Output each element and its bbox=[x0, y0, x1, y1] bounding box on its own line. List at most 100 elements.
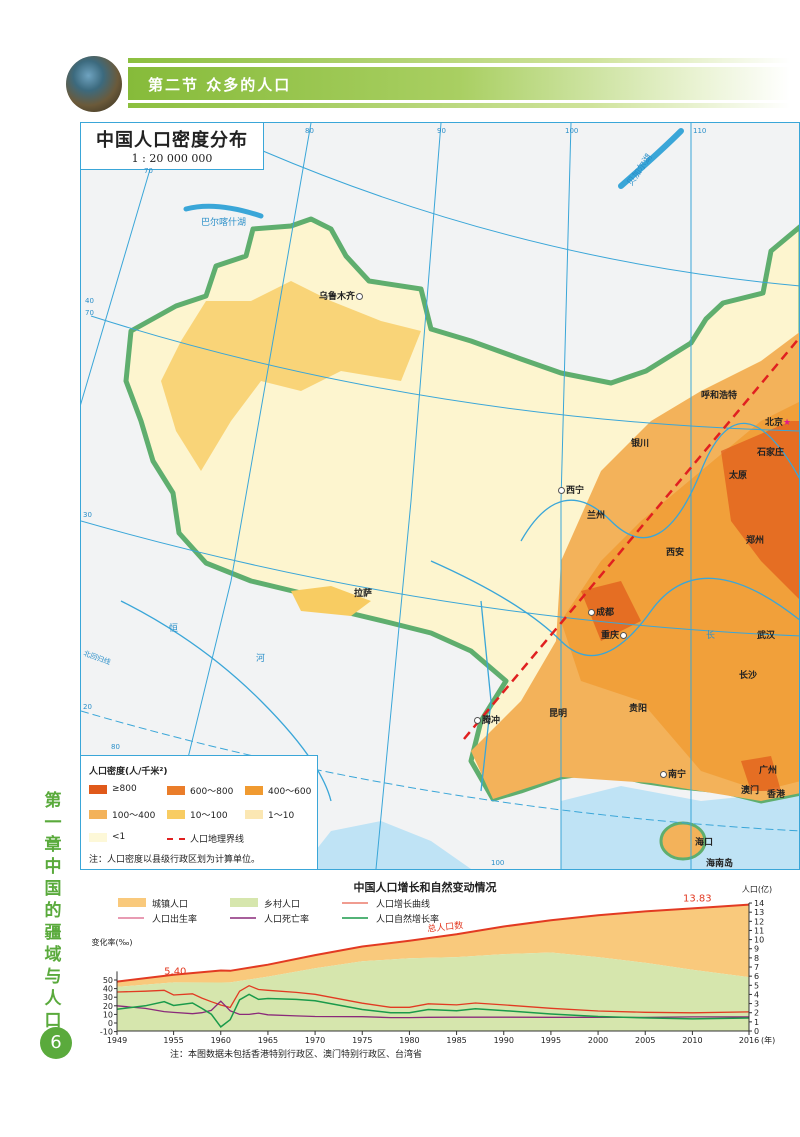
page-number: 6 bbox=[40, 1027, 72, 1059]
right-y-tick-label: 6 bbox=[754, 972, 759, 981]
death-rate-line bbox=[116, 1000, 749, 1019]
start-value-label: 5.40 bbox=[164, 967, 186, 978]
x-tick-label: 1990 bbox=[494, 1036, 514, 1045]
total-population-annotation: 总人口数 bbox=[427, 919, 464, 935]
x-tick-label: 1985 bbox=[446, 1036, 466, 1045]
grid-label: 80 bbox=[305, 127, 314, 135]
right-y-tick-label: 2 bbox=[754, 1009, 759, 1018]
chart-title: 中国人口增长和自然变动情况 bbox=[354, 880, 497, 894]
city-label: 西宁 bbox=[557, 483, 584, 496]
grid-label: 70 bbox=[144, 167, 153, 175]
right-y-tick-label: 3 bbox=[754, 1000, 759, 1009]
right-y-tick-label: 7 bbox=[754, 963, 759, 972]
xinjiang-density bbox=[161, 281, 421, 471]
city-label: 香港 bbox=[767, 790, 786, 800]
x-tick-label: 1975 bbox=[352, 1036, 372, 1045]
map-title: 中国人口密度分布 bbox=[96, 130, 248, 151]
grid-label: 70 bbox=[85, 309, 94, 317]
map-scale: 1 : 20 000 000 bbox=[131, 152, 213, 165]
city-label: 拉萨 bbox=[354, 589, 373, 599]
legend-label: 人口死亡率 bbox=[264, 913, 309, 925]
right-y-tick-label: 13 bbox=[754, 908, 764, 917]
legend-swatch bbox=[167, 810, 185, 819]
x-tick-label: 2010 bbox=[682, 1036, 702, 1045]
population-chart: 1949 1955 1960 1965 1970 1975 1980 1985 1990 1995… bbox=[92, 880, 776, 1060]
legend-item: <1 bbox=[89, 832, 125, 842]
left-y-tick-label: 0 bbox=[108, 1019, 113, 1028]
city-label: 太原 bbox=[729, 471, 748, 481]
legend-swatch bbox=[89, 832, 107, 842]
legend-swatch-urban bbox=[118, 898, 146, 907]
grid-label: 100 bbox=[565, 127, 579, 135]
city-label: 南宁 bbox=[659, 767, 686, 780]
lake-balkhash bbox=[183, 203, 264, 219]
x-tick-label: 2016 bbox=[739, 1036, 759, 1045]
section-header: 第二节 众多的人口 bbox=[128, 58, 790, 108]
map-title-box: 中国人口密度分布 1 : 20 000 000 bbox=[81, 123, 264, 170]
legend-swatch-rural bbox=[230, 898, 258, 907]
total-population-line bbox=[116, 903, 750, 983]
city-label: 北京★ bbox=[765, 418, 792, 428]
right-y-tick-label: 0 bbox=[754, 1027, 759, 1036]
natural-growth-line bbox=[116, 993, 750, 1028]
water-label: 长 bbox=[706, 631, 716, 641]
legend-label: 乡村人口 bbox=[264, 898, 300, 910]
city-label: 成都 bbox=[587, 605, 614, 618]
left-y-tick-label: 30 bbox=[103, 993, 113, 1002]
grid-label: 110 bbox=[693, 127, 707, 135]
city-label: 西安 bbox=[666, 548, 685, 558]
legend-item: 400～600 bbox=[245, 784, 311, 797]
boundary-line-swatch bbox=[167, 837, 185, 840]
left-y-axis-label: 变化率(‰) bbox=[92, 937, 133, 947]
legend-item: ≥800 bbox=[89, 784, 137, 794]
legend-label: 人口出生率 bbox=[152, 913, 197, 925]
legend-label: 人口自然增长率 bbox=[376, 913, 439, 925]
grid-label: 20 bbox=[83, 703, 92, 711]
river-bend-photo bbox=[66, 56, 122, 112]
left-y-tick-label: 20 bbox=[103, 1002, 113, 1011]
legend-swatch bbox=[89, 784, 107, 794]
city-label: 海口 bbox=[695, 838, 714, 848]
x-tick-label: 1980 bbox=[399, 1036, 419, 1045]
city-label: 武汉 bbox=[757, 631, 776, 641]
rural-population-area bbox=[117, 952, 749, 1031]
grid-label: 100 bbox=[491, 859, 505, 867]
city-label: 郑州 bbox=[746, 536, 765, 546]
left-y-tick-label: 40 bbox=[103, 985, 113, 994]
grid-label: 40 bbox=[85, 297, 94, 305]
grid-label: 30 bbox=[83, 511, 92, 519]
left-y-tick-label: 50 bbox=[103, 976, 113, 985]
x-tick-label: 2005 bbox=[635, 1036, 655, 1045]
population-density-map: 中国人口密度分布 1 : 20 000 000 70 80 90 100 110… bbox=[80, 122, 800, 870]
grid-label: 80 bbox=[111, 743, 120, 751]
city-label: 广州 bbox=[759, 766, 778, 776]
x-axis-label: (年) bbox=[761, 1035, 775, 1045]
city-label: 贵阳 bbox=[629, 704, 648, 714]
left-y-tick-label: -10 bbox=[100, 1028, 113, 1037]
x-tick-label: 1955 bbox=[163, 1036, 183, 1045]
right-y-tick-label: 12 bbox=[754, 917, 764, 926]
x-tick-label: 2000 bbox=[588, 1036, 608, 1045]
legend-item: 10～100 bbox=[167, 808, 228, 821]
water-label: 巴尔喀什湖 bbox=[201, 218, 247, 228]
x-tick-label: 1970 bbox=[305, 1036, 325, 1045]
right-y-axis-label: 人口(亿) bbox=[742, 884, 772, 894]
water-label: 河 bbox=[256, 654, 266, 664]
legend-item: 1～10 bbox=[245, 808, 294, 821]
legend-item: 100～400 bbox=[89, 808, 155, 821]
legend-swatch bbox=[89, 810, 107, 819]
city-label: 乌鲁木齐 bbox=[319, 289, 364, 302]
city-label: 澳门 bbox=[741, 786, 760, 796]
right-y-tick-label: 4 bbox=[754, 990, 759, 999]
urban-population-area bbox=[117, 904, 749, 987]
legend-swatch bbox=[245, 810, 263, 819]
grid-label: 90 bbox=[437, 127, 446, 135]
legend-item: 人口地理界线 bbox=[167, 832, 244, 845]
end-value-label: 13.83 bbox=[683, 894, 712, 905]
city-label: 银川 bbox=[631, 439, 650, 449]
legend-swatch bbox=[245, 786, 263, 795]
city-label: 腾冲 bbox=[473, 713, 500, 726]
birth-rate-line bbox=[116, 984, 750, 1014]
legend-note: 注：人口密度以县级行政区划为计算单位。 bbox=[89, 855, 261, 865]
right-y-tick-label: 14 bbox=[754, 899, 764, 908]
